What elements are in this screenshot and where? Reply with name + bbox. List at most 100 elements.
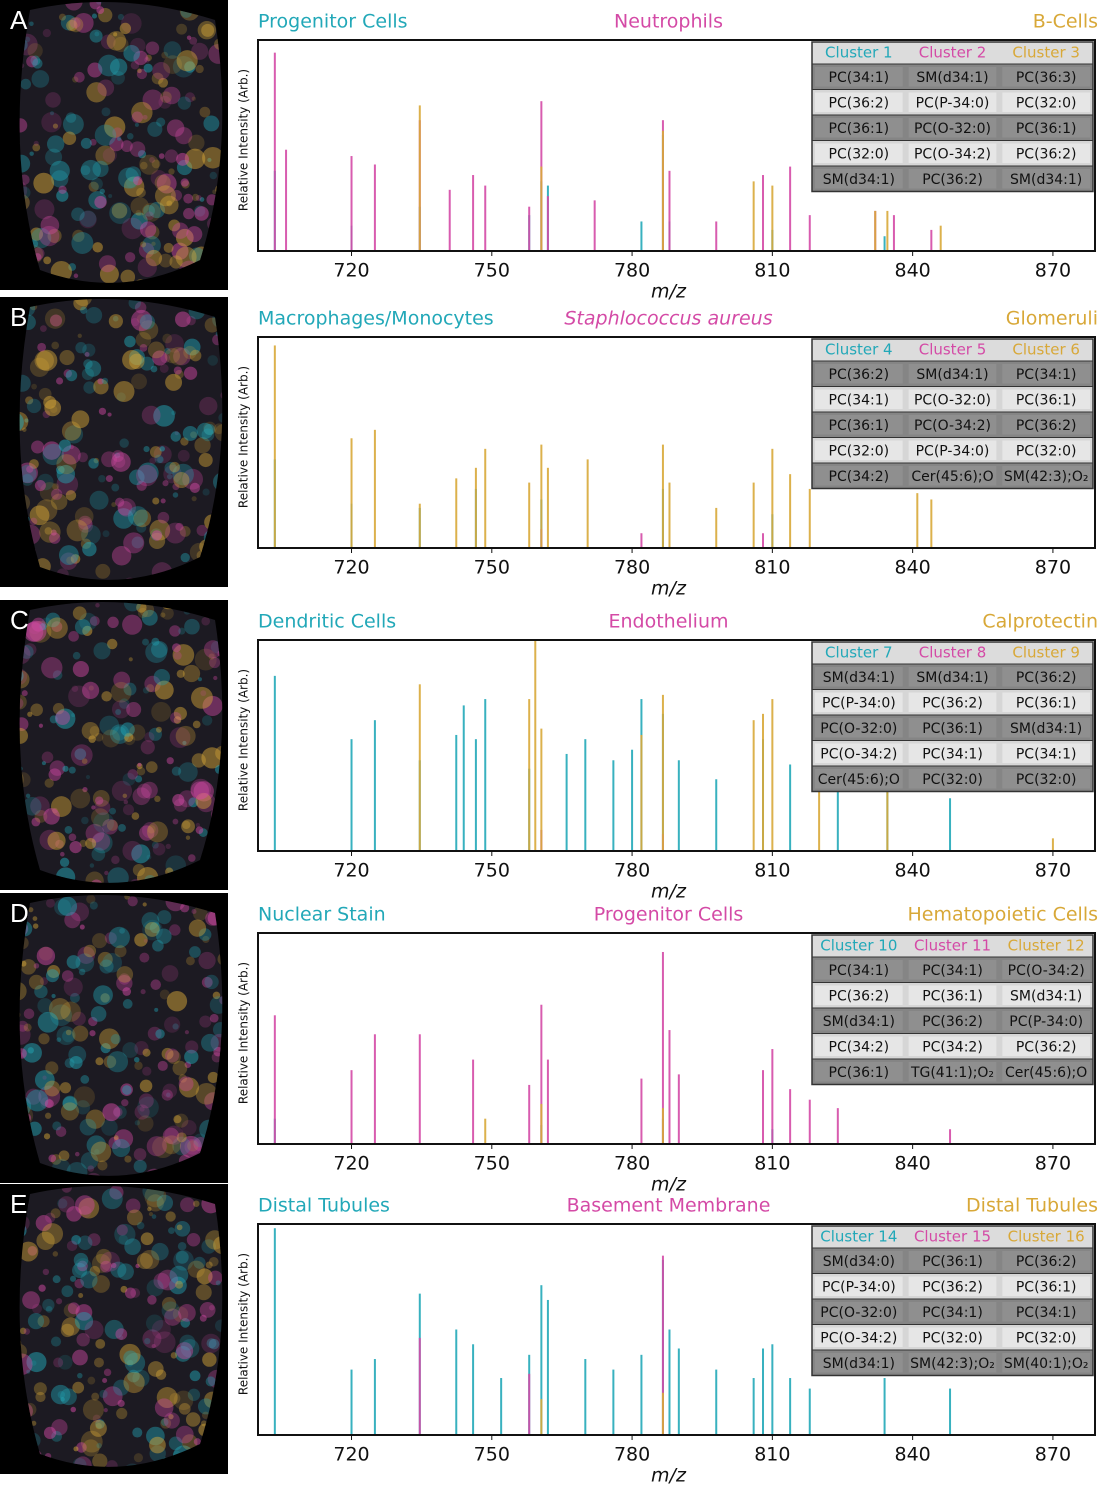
peak xyxy=(678,1348,680,1435)
table-cell: PC(36:1) xyxy=(922,721,983,737)
tissue-speck xyxy=(33,923,38,928)
tissue-speck xyxy=(65,826,73,834)
peak xyxy=(753,720,755,851)
tissue-speck xyxy=(112,1139,130,1157)
legend-entry: Cluster 15 xyxy=(914,1228,991,1246)
legend-entry: Cluster 11 xyxy=(914,937,991,955)
table-cell: SM(40:1);O₂ xyxy=(1004,1356,1089,1372)
peak xyxy=(753,483,755,548)
tissue-speck xyxy=(115,945,127,957)
peak xyxy=(351,739,353,851)
tissue-speck xyxy=(35,1392,45,1402)
tissue-speck xyxy=(53,1275,61,1283)
peak xyxy=(484,1119,486,1144)
tissue-speck xyxy=(58,186,66,194)
tissue-speck xyxy=(200,1315,207,1322)
tissue-speck xyxy=(144,64,153,73)
cluster-title: Distal Tubules xyxy=(966,1195,1098,1217)
tissue-speck xyxy=(183,208,194,219)
tissue-speck xyxy=(144,57,150,63)
tissue-speck xyxy=(112,546,132,566)
peak xyxy=(771,1344,773,1435)
tissue-speck xyxy=(31,70,49,88)
tissue-speck xyxy=(145,211,154,220)
tissue-speck xyxy=(29,975,44,990)
peak xyxy=(884,236,886,251)
tissue-speck xyxy=(93,985,113,1005)
tissue-speck xyxy=(102,378,108,384)
x-tick-label: 720 xyxy=(333,1444,369,1466)
tissue-speck xyxy=(43,256,51,264)
tissue-speck xyxy=(102,107,111,116)
tissue-speck xyxy=(97,80,114,97)
table-cell: PC(32:0) xyxy=(922,1330,983,1346)
tissue-speck xyxy=(142,639,149,646)
tissue-speck xyxy=(63,132,76,145)
table-cell: SM(42:3);O₂ xyxy=(1004,469,1089,485)
tissue-speck xyxy=(29,21,34,26)
tissue-speck xyxy=(91,1142,112,1163)
tissue-speck xyxy=(31,440,44,453)
legend-entry: Cluster 4 xyxy=(825,341,893,359)
table-cell: PC(36:2) xyxy=(1016,1254,1077,1270)
tissue-speck xyxy=(174,1114,188,1128)
table-cell: PC(P-34:0) xyxy=(822,1279,896,1295)
tissue-speck xyxy=(74,1086,95,1107)
cluster-title: Distal Tubules xyxy=(258,1195,390,1217)
tissue-speck xyxy=(52,1121,61,1130)
tissue-speck xyxy=(73,652,81,660)
tissue-speck xyxy=(154,669,170,685)
tissue-speck xyxy=(26,466,33,473)
table-cell: PC(34:1) xyxy=(1016,367,1077,383)
tissue-speck xyxy=(153,843,166,856)
x-tick-label: 810 xyxy=(754,1444,790,1466)
tissue-speck xyxy=(179,1335,195,1351)
tissue-speck xyxy=(176,726,196,746)
cluster-title: Nuclear Stain xyxy=(258,904,386,926)
tissue-speck xyxy=(73,606,87,620)
x-tick-label: 780 xyxy=(614,557,650,579)
tissue-speck xyxy=(114,1135,119,1140)
tissue-speck xyxy=(154,1008,158,1012)
table-cell: Cer(45:6);O xyxy=(818,772,900,788)
tissue-speck xyxy=(98,475,105,482)
tissue-speck xyxy=(157,910,171,924)
tissue-speck xyxy=(107,820,118,831)
tissue-speck xyxy=(28,1047,34,1053)
peak xyxy=(419,504,421,548)
peak xyxy=(455,735,457,851)
peak xyxy=(715,508,717,548)
tissue-speck xyxy=(209,1305,214,1310)
tissue-speck xyxy=(90,491,109,510)
tissue-speck xyxy=(22,690,28,696)
tissue-speck xyxy=(186,1412,200,1426)
tissue-speck xyxy=(130,141,146,157)
table-cell: PC(32:0) xyxy=(829,443,890,459)
peak xyxy=(789,764,791,851)
peak xyxy=(528,699,530,851)
tissue-speck xyxy=(169,462,180,473)
tissue-speck xyxy=(164,1017,180,1033)
tissue-speck xyxy=(161,498,166,503)
tissue-speck xyxy=(206,1376,216,1386)
peak xyxy=(678,760,680,851)
tissue-speck xyxy=(72,1350,88,1366)
tissue-speck xyxy=(80,925,85,930)
tissue-speck xyxy=(39,1285,46,1292)
tissue-speck xyxy=(115,1328,127,1340)
tissue-speck xyxy=(152,497,159,504)
table-cell: PC(36:2) xyxy=(1016,146,1077,162)
tissue-speck xyxy=(67,1241,77,1251)
tissue-speck xyxy=(121,1099,128,1106)
tissue-speck xyxy=(70,18,81,29)
tissue-speck xyxy=(148,341,165,358)
tissue-speck xyxy=(158,96,171,109)
peak xyxy=(930,499,932,548)
tissue-speck xyxy=(201,24,214,37)
tissue-speck xyxy=(189,37,197,45)
x-tick-label: 840 xyxy=(895,1444,931,1466)
tissue-speck xyxy=(202,715,212,725)
tissue-speck xyxy=(78,452,88,462)
tissue-speck xyxy=(82,1439,99,1456)
tissue-speck xyxy=(44,1133,50,1139)
